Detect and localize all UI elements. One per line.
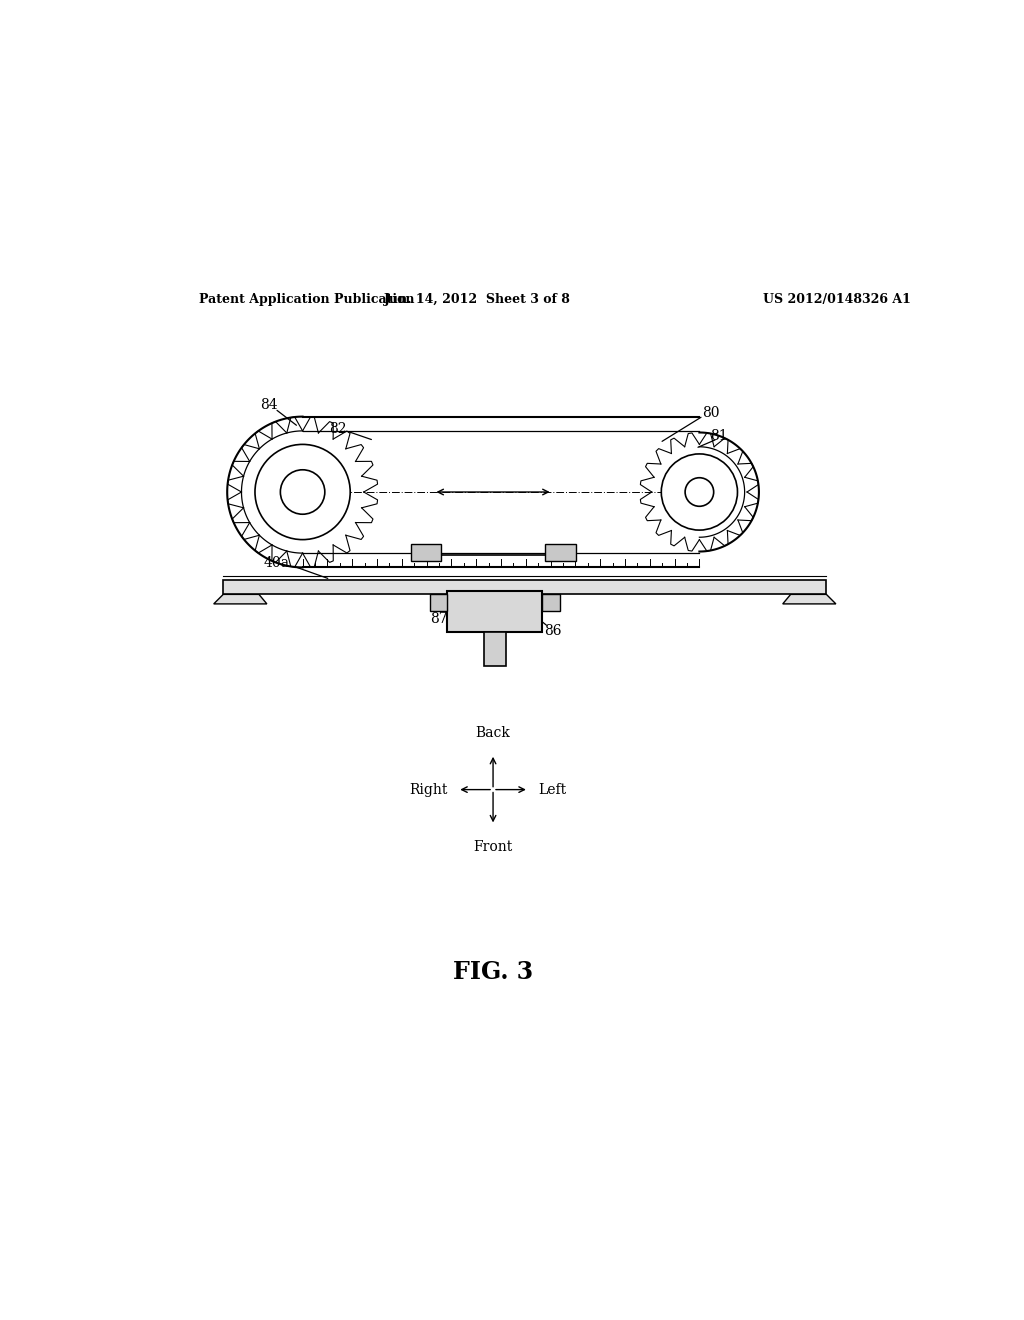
- Bar: [483, 632, 506, 665]
- Bar: [430, 594, 447, 611]
- Bar: [543, 594, 560, 611]
- Text: 81: 81: [711, 429, 728, 444]
- Text: US 2012/0148326 A1: US 2012/0148326 A1: [763, 293, 910, 306]
- Polygon shape: [214, 594, 267, 605]
- Text: Jun. 14, 2012  Sheet 3 of 8: Jun. 14, 2012 Sheet 3 of 8: [384, 293, 570, 306]
- Text: 85: 85: [486, 612, 504, 626]
- Bar: [411, 544, 440, 561]
- Text: Back: Back: [475, 726, 511, 739]
- Polygon shape: [782, 594, 836, 605]
- Text: 80: 80: [702, 405, 720, 420]
- Text: 86: 86: [544, 624, 561, 638]
- Bar: [223, 579, 826, 594]
- Text: 87: 87: [430, 612, 447, 626]
- Text: Left: Left: [539, 783, 566, 796]
- Circle shape: [662, 454, 737, 531]
- Text: 84: 84: [260, 397, 279, 412]
- Text: 82: 82: [330, 421, 347, 436]
- Circle shape: [281, 470, 325, 515]
- Text: 40a: 40a: [263, 557, 290, 570]
- Bar: [546, 544, 575, 561]
- Text: Patent Application Publication: Patent Application Publication: [200, 293, 415, 306]
- Text: Right: Right: [410, 783, 447, 796]
- Text: FIG. 3: FIG. 3: [453, 960, 534, 985]
- Circle shape: [685, 478, 714, 507]
- Text: Front: Front: [473, 840, 513, 854]
- Bar: [447, 591, 543, 632]
- Circle shape: [255, 445, 350, 540]
